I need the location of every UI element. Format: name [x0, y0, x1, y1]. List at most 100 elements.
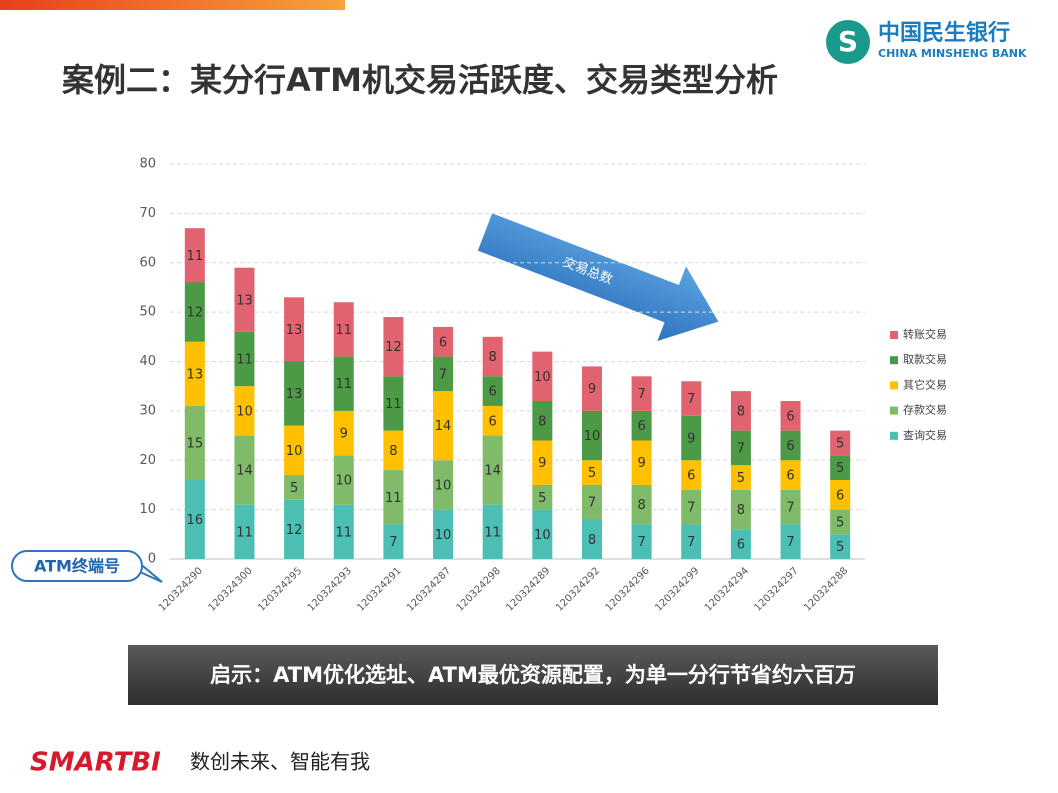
data-label: 10 [584, 429, 601, 444]
data-label: 6 [786, 439, 794, 454]
logo-en: CHINA MINSHENG BANK [878, 47, 1027, 60]
data-label: 11 [187, 249, 204, 264]
data-label: 7 [687, 535, 695, 550]
trend-arrow: 交易总数 [477, 213, 719, 342]
legend-label: 转账交易 [903, 327, 947, 341]
legend-swatch [890, 381, 898, 390]
y-tick-label: 70 [139, 206, 156, 221]
data-label: 11 [335, 323, 352, 338]
svg-text:S: S [838, 25, 858, 58]
data-label: 7 [786, 535, 794, 550]
x-tick-label: 120324287 [405, 565, 453, 613]
bar-segment [581, 366, 602, 411]
bar-segment [681, 381, 702, 416]
bar-segment [482, 504, 503, 559]
data-label: 10 [286, 444, 303, 459]
data-label: 13 [187, 367, 204, 382]
bar-segment [184, 480, 205, 559]
bar-segment [830, 480, 851, 510]
legend-swatch [890, 331, 898, 339]
x-tick-label: 120324299 [653, 565, 701, 613]
bar-segment [780, 430, 801, 461]
data-label: 8 [637, 498, 645, 513]
bar-segment [681, 415, 702, 461]
y-tick-label: 60 [139, 255, 156, 270]
data-label: 7 [737, 441, 745, 456]
data-label: 11 [385, 491, 402, 506]
bar-segment [830, 430, 851, 456]
data-label: 6 [836, 488, 844, 503]
bar-segment [184, 405, 205, 480]
data-label: 5 [588, 466, 596, 481]
bar-segment [284, 425, 305, 476]
legend-label: 取款交易 [903, 352, 947, 366]
x-tick-label: 120324296 [604, 565, 652, 613]
data-label: 5 [290, 481, 298, 496]
bar-segment [730, 430, 751, 466]
bar-segment [532, 484, 553, 510]
data-label: 7 [389, 535, 397, 550]
data-label: 11 [236, 353, 253, 368]
data-label: 12 [286, 523, 303, 538]
data-label: 6 [687, 469, 695, 484]
x-tick-label: 120324288 [802, 565, 850, 613]
x-tick-label: 120324298 [455, 565, 503, 613]
bar-segment [830, 509, 851, 535]
callout: ATM终端号 [11, 550, 163, 583]
data-label: 9 [588, 382, 596, 397]
bar-segment [383, 524, 404, 559]
bar-segment [631, 376, 652, 411]
data-label: 8 [538, 414, 546, 429]
bar-segment [780, 489, 801, 525]
x-tick-label: 120324293 [306, 565, 354, 613]
data-label: 6 [489, 385, 497, 400]
data-label: 11 [484, 525, 501, 540]
data-label: 9 [538, 456, 546, 471]
bar-segment [383, 376, 404, 431]
bar-segment [581, 519, 602, 559]
data-label: 5 [836, 540, 844, 555]
legend-label: 查询交易 [903, 428, 947, 442]
legend-swatch [890, 406, 898, 415]
top-bar [0, 0, 345, 10]
bar-segment [234, 267, 255, 332]
data-label: 7 [687, 501, 695, 516]
data-label: 6 [439, 335, 447, 350]
bar-segment [780, 460, 801, 490]
data-label: 6 [637, 419, 645, 434]
conclusion-box [128, 645, 938, 705]
bar-segment [631, 410, 652, 441]
data-label: 9 [687, 432, 695, 447]
bar-segment [433, 356, 454, 392]
bar-segment [433, 460, 454, 510]
legend-swatch [890, 431, 898, 440]
chart: 0 10 20 30 40 50 60 70 80 16 15 13 12 11 120324290 11 14… [139, 157, 947, 614]
bar-segment [234, 386, 255, 436]
bar-segment [631, 484, 652, 525]
data-label: 11 [335, 377, 352, 392]
y-tick-label: 50 [139, 305, 156, 320]
data-label: 5 [836, 515, 844, 530]
data-label: 5 [538, 491, 546, 506]
bar-segment [433, 391, 454, 461]
data-label: 6 [786, 469, 794, 484]
bar-segment [383, 317, 404, 377]
legend-label: 存款交易 [903, 403, 947, 417]
data-label: 8 [389, 444, 397, 459]
bar-segment [234, 331, 255, 387]
bar-segment [581, 460, 602, 485]
data-label: 7 [588, 496, 596, 511]
bar-segment [383, 430, 404, 471]
data-label: 14 [435, 419, 452, 434]
data-label: 12 [187, 306, 204, 321]
data-label: 8 [737, 404, 745, 419]
bar-segment [333, 302, 354, 357]
bar-segment [284, 297, 305, 362]
bar-segment [234, 504, 255, 559]
bar-segment [433, 326, 454, 357]
data-label: 12 [385, 340, 402, 355]
bar-segment [184, 282, 205, 342]
bar-segment [780, 401, 801, 431]
data-label: 16 [187, 513, 204, 528]
bar-segment [333, 356, 354, 411]
